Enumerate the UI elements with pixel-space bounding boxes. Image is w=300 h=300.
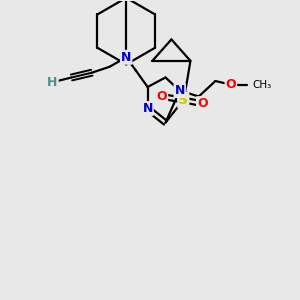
Text: N: N [121,51,131,64]
Text: O: O [226,78,236,91]
Text: O: O [197,97,208,110]
Text: N: N [142,102,153,115]
Text: S: S [178,93,188,107]
Text: H: H [47,76,58,89]
Text: N: N [175,84,185,97]
Text: O: O [157,90,167,103]
Text: CH₃: CH₃ [252,80,272,90]
